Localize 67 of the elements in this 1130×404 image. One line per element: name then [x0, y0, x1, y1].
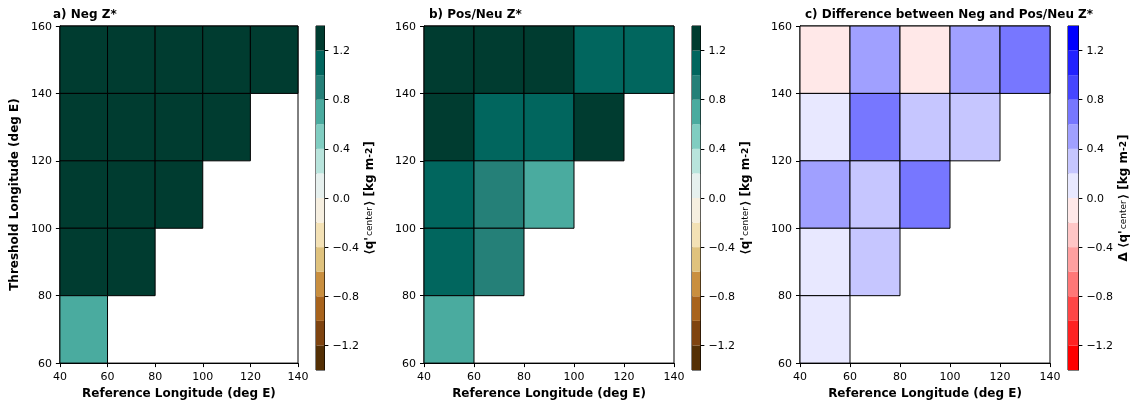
x-axis-title: Reference Longitude (deg E) — [452, 386, 646, 400]
color-bar-label: −0.4 — [708, 240, 736, 254]
x-tick-label: 60 — [843, 370, 857, 384]
y-axis-title: Threshold Longitude (deg E) — [7, 98, 21, 291]
x-axis-title: Reference Longitude (deg E) — [82, 386, 276, 400]
chart-title: c) Difference between Neg and Pos/Neu Z* — [805, 7, 1094, 21]
color-bar-label: 0.0 — [1086, 191, 1104, 205]
x-tick-label: 140 — [1039, 370, 1061, 384]
color-bar-label: −1.2 — [708, 338, 736, 352]
color-bar-label: −0.8 — [708, 289, 736, 303]
y-tick-label: 100 — [30, 221, 52, 235]
color-bar-label: 0.0 — [708, 191, 726, 205]
x-tick-label: 40 — [52, 370, 67, 384]
color-bar-label: 0.4 — [332, 142, 350, 156]
y-tick-label: 100 — [395, 221, 416, 235]
color-bar-label: 0.8 — [1086, 93, 1104, 107]
x-tick-label: 40 — [793, 370, 807, 384]
color-bar-label: 0.4 — [1086, 142, 1104, 156]
x-tick-label: 40 — [417, 370, 431, 384]
x-axis-title: Reference Longitude (deg E) — [828, 386, 1022, 400]
color-bar-label: −1.2 — [332, 338, 360, 352]
y-tick-label: 160 — [771, 19, 792, 33]
color-bar-label: −0.8 — [332, 289, 360, 303]
color-bar-title: Δ ⟨q'center⟩ [kg m-2] — [1116, 134, 1130, 262]
y-tick-label: 60 — [37, 356, 52, 370]
x-tick-label: 100 — [192, 370, 214, 384]
y-tick-label: 120 — [771, 154, 792, 168]
color-bar-title: ⟨q'center⟩ [kg m-2] — [362, 141, 376, 255]
y-tick-label: 100 — [771, 221, 792, 235]
x-tick-label: 80 — [517, 370, 531, 384]
chart-title: b) Pos/Neu Z* — [429, 7, 523, 21]
y-tick-label: 120 — [30, 154, 52, 168]
color-bar-label: 1.2 — [1086, 44, 1104, 58]
color-bar-label: 0.0 — [332, 191, 350, 205]
y-tick-label: 80 — [37, 289, 52, 303]
y-tick-label: 160 — [30, 19, 52, 33]
y-tick-label: 80 — [402, 289, 416, 303]
color-bar-label: 1.2 — [708, 44, 726, 58]
y-tick-label: 60 — [402, 356, 416, 370]
y-tick-label: 140 — [395, 86, 416, 100]
color-bar-label: −1.2 — [1086, 338, 1114, 352]
y-tick-label: 160 — [395, 19, 416, 33]
y-tick-label: 60 — [778, 356, 792, 370]
color-bar-label: 0.8 — [708, 93, 726, 107]
color-bar-label: 0.8 — [332, 93, 350, 107]
y-tick-label: 80 — [778, 289, 792, 303]
y-tick-label: 140 — [30, 86, 52, 100]
x-tick-label: 100 — [563, 370, 585, 384]
color-bar-label: −0.4 — [332, 240, 360, 254]
x-tick-label: 120 — [613, 370, 635, 384]
x-tick-label: 120 — [239, 370, 261, 384]
color-bar-label: −0.4 — [1086, 240, 1114, 254]
color-bar-label: 1.2 — [332, 44, 350, 58]
y-tick-label: 140 — [771, 86, 792, 100]
x-tick-label: 60 — [100, 370, 115, 384]
x-tick-label: 80 — [148, 370, 163, 384]
chart-title: a) Neg Z* — [53, 7, 118, 21]
x-tick-label: 140 — [287, 370, 309, 384]
x-tick-label: 80 — [893, 370, 907, 384]
x-tick-label: 140 — [663, 370, 685, 384]
x-tick-label: 100 — [939, 370, 961, 384]
color-bar-label: −0.8 — [1086, 289, 1114, 303]
y-tick-label: 120 — [395, 154, 416, 168]
color-bar-label: 0.4 — [708, 142, 726, 156]
color-bar-title: ⟨q'center⟩ [kg m-2] — [738, 141, 752, 255]
x-tick-label: 120 — [989, 370, 1011, 384]
x-tick-label: 60 — [467, 370, 481, 384]
